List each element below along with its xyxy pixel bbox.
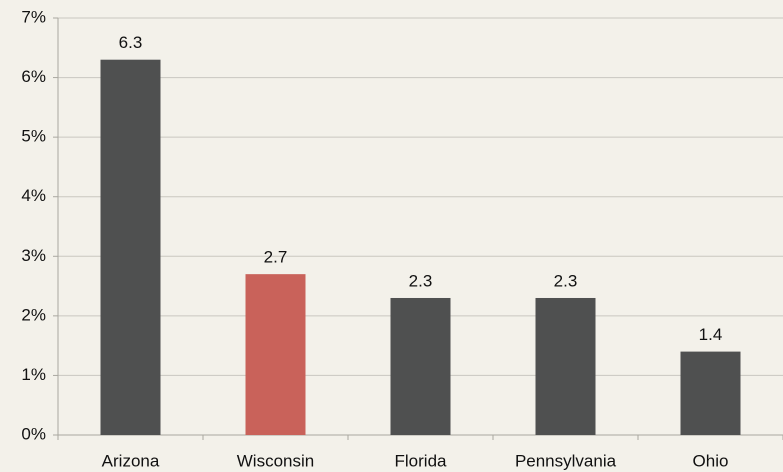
bar <box>100 59 161 435</box>
y-tick-label: 3% <box>21 246 46 265</box>
bar <box>245 274 306 435</box>
value-label: 1.4 <box>699 325 723 344</box>
value-label: 2.7 <box>264 248 288 267</box>
x-tick-label: Arizona <box>102 451 160 470</box>
y-tick-label: 7% <box>21 7 46 26</box>
y-tick-label: 1% <box>21 365 46 384</box>
y-tick-label: 5% <box>21 127 46 146</box>
y-tick-label: 4% <box>21 186 46 205</box>
x-tick-label: Wisconsin <box>237 451 314 470</box>
y-tick-label: 2% <box>21 305 46 324</box>
y-tick-label: 6% <box>21 67 46 86</box>
x-tick-label: Florida <box>395 451 448 470</box>
value-label: 6.3 <box>119 33 143 52</box>
bar <box>680 351 741 435</box>
value-label: 2.3 <box>554 271 578 290</box>
value-label: 2.3 <box>409 271 433 290</box>
bar <box>535 297 596 435</box>
x-tick-label: Pennsylvania <box>515 451 617 470</box>
y-tick-label: 0% <box>21 424 46 443</box>
bar <box>390 297 451 435</box>
x-tick-label: Ohio <box>693 451 729 470</box>
